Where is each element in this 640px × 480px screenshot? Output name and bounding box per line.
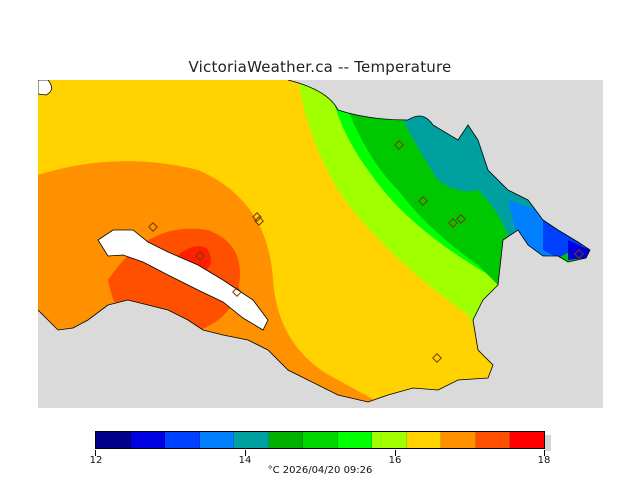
temperature-map bbox=[38, 80, 603, 408]
legend-swatch bbox=[303, 432, 338, 448]
legend-swatch bbox=[372, 432, 407, 448]
legend-swatch bbox=[510, 432, 544, 448]
station-marker bbox=[448, 218, 458, 228]
legend-tick-label: 12 bbox=[89, 455, 103, 466]
station-marker bbox=[432, 353, 442, 363]
legend-swatch bbox=[406, 432, 442, 448]
legend-tick bbox=[395, 450, 396, 456]
legend-swatch bbox=[441, 432, 476, 448]
station-marker bbox=[148, 222, 158, 232]
station-marker bbox=[195, 251, 205, 261]
legend-tick-label: 16 bbox=[388, 455, 402, 466]
legend-tick bbox=[95, 450, 96, 456]
legend-swatch bbox=[268, 432, 304, 448]
station-markers bbox=[148, 140, 584, 363]
station-marker bbox=[252, 212, 262, 222]
station-marker bbox=[394, 140, 404, 150]
station-marker bbox=[232, 287, 242, 297]
legend-swatch bbox=[475, 432, 511, 448]
legend-shadow bbox=[545, 435, 551, 451]
legend-tick-label: 18 bbox=[537, 455, 551, 466]
legend-swatch bbox=[165, 432, 200, 448]
legend-swatch bbox=[130, 432, 166, 448]
legend-swatch bbox=[337, 432, 373, 448]
legend-color-bar bbox=[95, 431, 545, 449]
legend-swatch bbox=[234, 432, 269, 448]
legend-tick bbox=[544, 450, 545, 456]
bay-water bbox=[38, 80, 52, 96]
station-marker bbox=[254, 216, 264, 226]
inlet-water bbox=[97, 229, 269, 331]
coastline bbox=[38, 80, 591, 403]
legend-swatch bbox=[96, 432, 131, 448]
station-marker bbox=[418, 196, 428, 206]
units-and-timestamp: °C 2026/04/20 09:26 bbox=[267, 465, 373, 476]
legend-tick bbox=[245, 450, 246, 456]
map-title: VictoriaWeather.ca -- Temperature bbox=[188, 58, 452, 76]
legend-tick-label: 14 bbox=[238, 455, 252, 466]
station-marker bbox=[456, 214, 466, 224]
station-marker bbox=[574, 249, 584, 259]
legend-swatch bbox=[199, 432, 235, 448]
